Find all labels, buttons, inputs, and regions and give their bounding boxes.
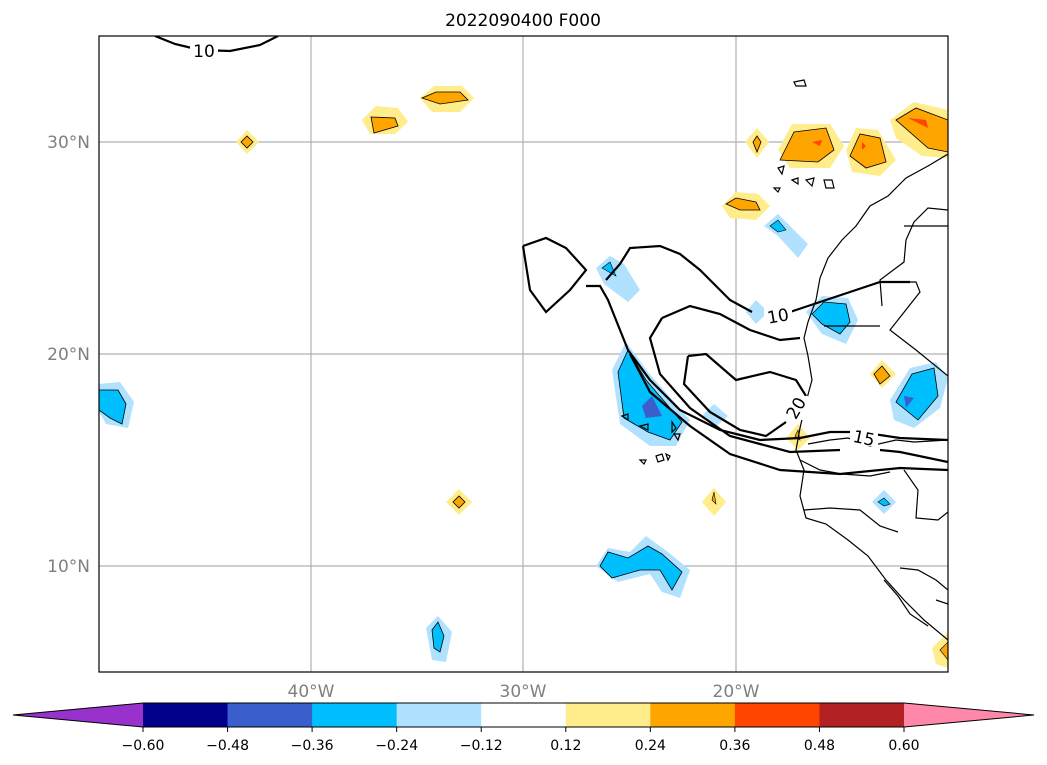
neg-blob [596,256,640,302]
colorbar-segment [481,703,567,727]
colorbar-segment [565,703,651,727]
colorbar-ticks: −0.60 −0.48 −0.36 −0.24 −0.12 0.12 0.24 0.36 0.4… [122,727,920,754]
colorbar-tick-label: 0.36 [719,738,750,754]
contour-labels: 10 10 15 20 [190,40,878,451]
positive-anomalies [236,86,948,668]
contour-10-upper [605,244,753,313]
map-frame [98,35,949,673]
colorbar-extend-min [13,703,143,727]
colorbar-segment [734,703,820,727]
lon-label-30w: 30°W [500,682,547,702]
colorbar-segment [143,703,229,727]
colorbar-tick-label: 0.60 [888,738,919,754]
contour-10-east [789,280,910,314]
colorbar-segments [12,702,1035,728]
neg-blob [764,214,808,258]
contour-lines [154,36,948,476]
figure-title: 2022090400 F000 [445,11,601,31]
lon-tick-labels: 40°W 30°W 20°W [288,682,760,702]
colorbar-extend-max [904,703,1034,727]
colorbar-segment [650,703,736,727]
lon-label-40w: 40°W [288,682,335,702]
contour-20-lower [682,355,787,438]
lat-label-30n: 30°N [47,133,90,153]
colorbar-tick-label: −0.60 [122,738,165,754]
lat-tick-labels: 30°N 20°N 10°N [47,133,90,577]
colorbar-segment [312,703,398,727]
contour-13 [629,353,948,476]
contour-label: 10 [193,42,215,62]
colorbar-tick-label: 0.48 [804,738,835,754]
colorbar-tick-label: −0.48 [206,738,249,754]
filled-anomalies [99,86,948,668]
contour-15-upper [661,304,801,342]
lat-label-10n: 10°N [47,557,90,577]
lon-label-20w: 20°W [713,682,760,702]
map-content: 10 10 15 20 [99,36,948,672]
contour-20-upper [687,352,807,397]
contour-15-lower [648,317,841,454]
contour-10-loop [521,236,588,314]
lat-label-20n: 20°N [47,345,90,365]
colorbar-tick-label: 0.12 [550,738,581,754]
colorbar-tick-label: 0.24 [635,738,666,754]
colorbar-tick-label: −0.24 [375,738,418,754]
contour-15-east [879,448,948,464]
neg-blob [746,300,768,324]
contour-label: 10 [766,305,791,328]
colorbar-tick-label: −0.12 [460,738,503,754]
contour-label: 15 [851,427,876,451]
colorbar-segment [819,703,905,727]
colorbar-segment [396,703,482,727]
colorbar-tick-label: −0.36 [291,738,334,754]
colorbar-segment [227,703,313,727]
colorbar: −0.60 −0.48 −0.36 −0.24 −0.12 0.12 0.24 0.36 0.4… [12,702,1035,754]
